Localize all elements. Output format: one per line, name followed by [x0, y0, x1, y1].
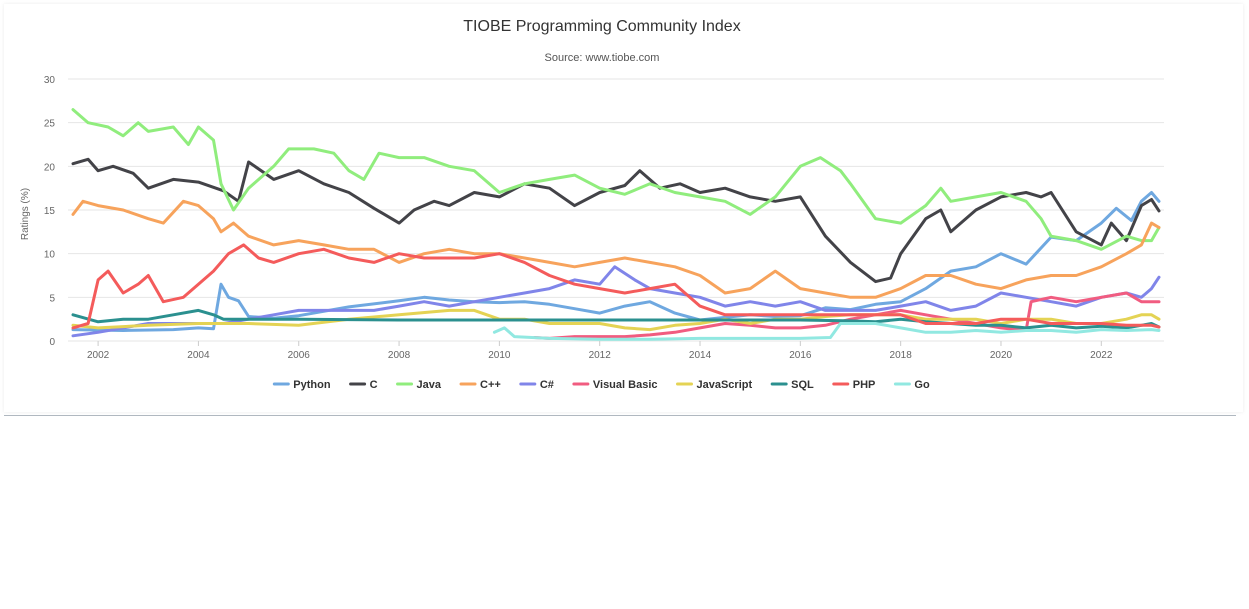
x-axis-ticks: 2002 2004 2006 2008 2010 2012 2014 2016 2018 2020… — [87, 341, 1113, 361]
legend-item-c[interactable]: C — [370, 379, 378, 391]
x-tick-label: 2012 — [589, 350, 612, 361]
y-tick-label: 10 — [44, 250, 56, 261]
legend-item-c[interactable]: C# — [540, 379, 554, 391]
legend-item-c[interactable]: C++ — [480, 379, 501, 391]
series-lines — [71, 108, 1161, 341]
legend-item-javascript[interactable]: JavaScript — [697, 379, 753, 391]
x-tick-label: 2020 — [990, 350, 1013, 361]
chart-subtitle: Source: www.tiobe.com — [545, 52, 660, 64]
legend-item-go[interactable]: Go — [914, 379, 930, 391]
x-tick-label: 2002 — [87, 350, 110, 361]
x-tick-label: 2008 — [388, 350, 411, 361]
series-line-php[interactable] — [71, 243, 1161, 330]
series-line-go[interactable] — [492, 322, 1161, 341]
y-axis-title: Ratings (%) — [20, 188, 31, 240]
grid-lines — [68, 78, 1164, 342]
y-tick-label: 0 — [49, 337, 55, 348]
x-tick-label: 2006 — [288, 350, 311, 361]
x-tick-label: 2018 — [890, 350, 913, 361]
legend-item-php[interactable]: PHP — [853, 379, 876, 391]
x-tick-label: 2014 — [689, 350, 712, 361]
series-line-python[interactable] — [71, 191, 1161, 332]
legend: Python C Java C++ C# Visual Basic JavaScript SQ… — [272, 379, 930, 391]
legend-item-visual-basic[interactable]: Visual Basic — [593, 379, 658, 391]
series-line-c[interactable] — [71, 199, 1161, 299]
legend-item-python[interactable]: Python — [293, 379, 331, 391]
x-tick-label: 2004 — [187, 350, 210, 361]
y-tick-label: 5 — [49, 293, 55, 304]
y-tick-label: 30 — [44, 75, 56, 86]
divider — [4, 415, 1236, 416]
legend-item-java[interactable]: Java — [417, 379, 442, 391]
chart-panel: TIOBE Programming Community Index Source… — [4, 4, 1243, 412]
chart-title: TIOBE Programming Community Index — [463, 18, 740, 35]
x-tick-label: 2022 — [1090, 350, 1113, 361]
series-line-java[interactable] — [71, 108, 1161, 251]
legend-item-sql[interactable]: SQL — [791, 379, 814, 391]
y-tick-label: 20 — [44, 162, 56, 173]
y-axis-ticks: 0 5 10 15 20 25 30 — [44, 75, 56, 348]
series-line-c[interactable] — [71, 157, 1161, 284]
x-tick-label: 2016 — [789, 350, 812, 361]
series-line-sql[interactable] — [71, 308, 1161, 330]
chart-canvas: TIOBE Programming Community Index Source… — [20, 18, 1164, 391]
y-tick-label: 15 — [44, 206, 56, 217]
y-tick-label: 25 — [44, 119, 56, 130]
x-tick-label: 2010 — [488, 350, 511, 361]
